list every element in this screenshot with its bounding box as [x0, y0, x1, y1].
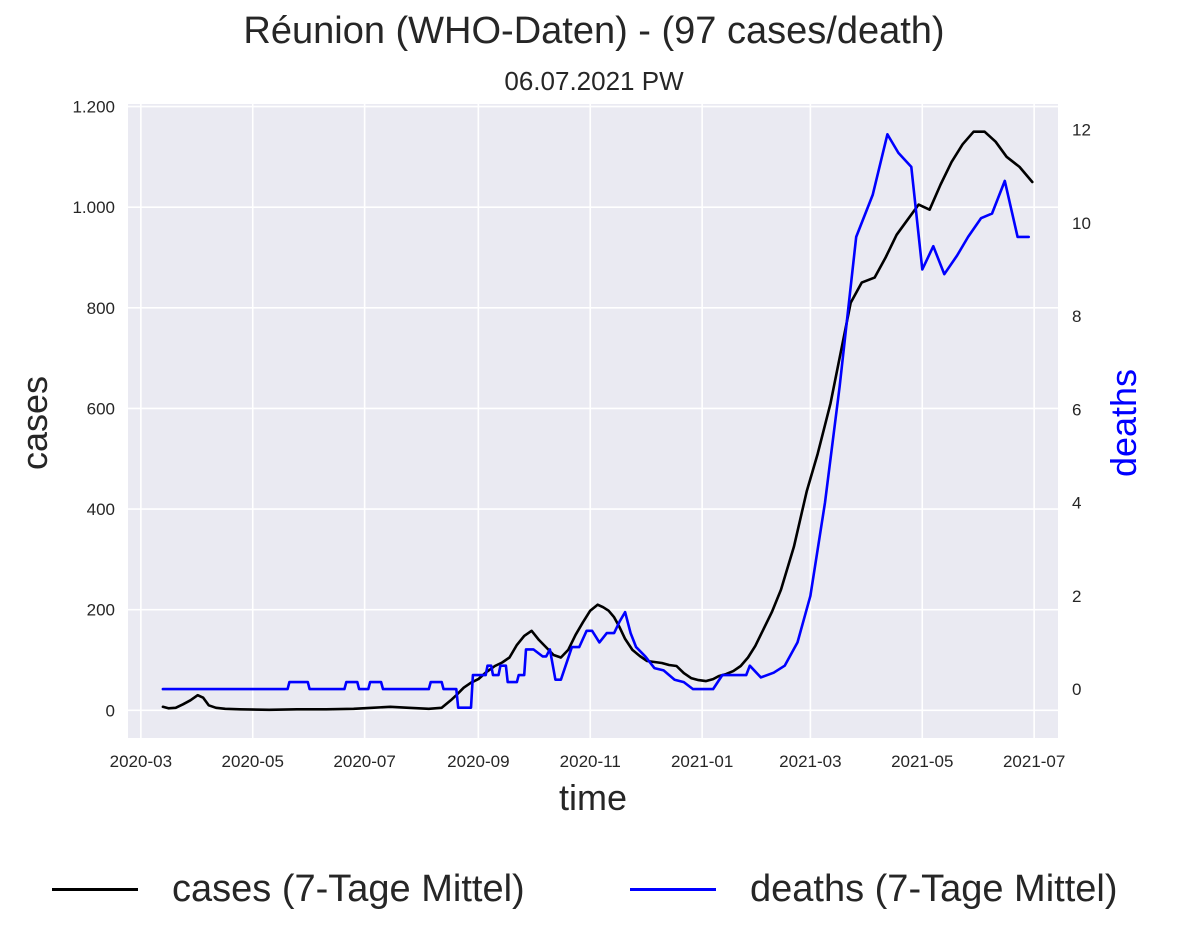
series-line-deaths	[161, 133, 1030, 710]
y2-tick-label: 0	[1072, 680, 1081, 699]
y2-axis-label: deaths	[1103, 369, 1144, 477]
legend-item-deaths: deaths (7-Tage Mittel)	[630, 862, 1118, 916]
legend-item-cases: cases (7-Tage Mittel)	[52, 862, 525, 916]
x-tick-label: 2021-05	[891, 752, 953, 771]
y2-tick-label: 2	[1072, 587, 1081, 606]
x-tick-label: 2020-09	[447, 752, 509, 771]
x-tick-label: 2020-07	[333, 752, 395, 771]
x-tick-label: 2020-03	[110, 752, 172, 771]
y-tick-label: 400	[87, 500, 115, 519]
y2-tick-label: 4	[1072, 494, 1081, 513]
x-tick-label: 2020-11	[560, 752, 621, 771]
y-tick-label: 0	[106, 701, 115, 720]
series-layer	[161, 130, 1034, 712]
y2-tick-label: 12	[1072, 121, 1091, 140]
y2-tick-label: 8	[1072, 307, 1081, 326]
y2-tick-label: 10	[1072, 214, 1091, 233]
tick-labels: 2020-03 2020-05 2020-07 2020-09 2020-11 2021-…	[72, 98, 1090, 771]
legend-line-cases	[52, 887, 138, 891]
plot-area	[128, 104, 1058, 738]
x-tick-label: 2021-01	[671, 752, 733, 771]
x-tick-label: 2021-03	[779, 752, 841, 771]
x-axis-label: time	[559, 777, 627, 818]
chart-title: Réunion (WHO-Daten) - (97 cases/death)	[243, 10, 945, 52]
y-tick-label: 1.200	[72, 98, 115, 117]
y2-tick-label: 6	[1072, 400, 1081, 419]
chart-subtitle: 06.07.2021 PW	[504, 66, 684, 96]
legend-line-deaths	[630, 887, 716, 891]
x-tick-label: 2021-07	[1003, 752, 1065, 771]
legend-label-deaths: deaths (7-Tage Mittel)	[750, 867, 1118, 910]
y-tick-label: 200	[87, 601, 115, 620]
y-tick-label: 600	[87, 399, 115, 418]
series-line-cases	[161, 130, 1034, 712]
y-axis-label: cases	[14, 376, 55, 470]
x-tick-label: 2020-05	[222, 752, 284, 771]
y-tick-label: 800	[87, 299, 115, 318]
y-tick-label: 1.000	[72, 198, 115, 217]
legend-label-cases: cases (7-Tage Mittel)	[172, 867, 525, 910]
legend: cases (7-Tage Mittel) deaths (7-Tage Mit…	[0, 862, 1182, 916]
